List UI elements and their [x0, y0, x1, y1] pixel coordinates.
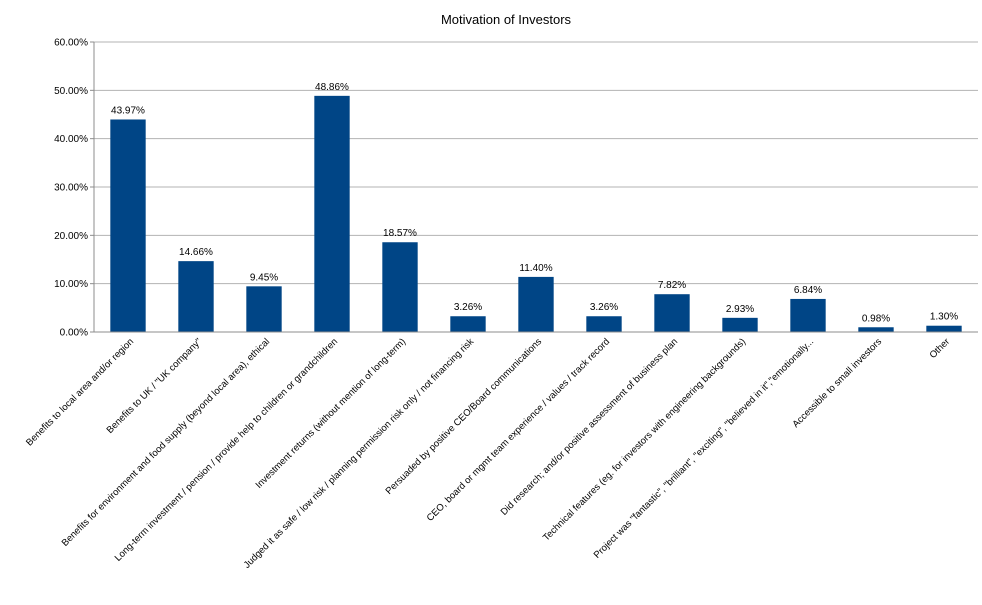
- bar: [858, 327, 894, 332]
- data-label: 48.86%: [315, 82, 349, 93]
- y-tick-label: 10.00%: [54, 279, 88, 290]
- bar: [722, 317, 758, 332]
- bar: [382, 242, 418, 332]
- y-axis-tick-labels: 0.00% 10.00% 20.00% 30.00% 40.00% 50.00% 60.00…: [54, 38, 88, 339]
- category-label: Persuaded by positive CEO/Board communic…: [384, 336, 545, 497]
- y-tick-label: 20.00%: [54, 231, 88, 242]
- y-tick-label: 0.00%: [60, 328, 88, 339]
- data-label: 9.45%: [250, 272, 278, 283]
- data-label: 18.57%: [383, 228, 417, 239]
- category-label: Investment returns (without mention of l…: [254, 336, 409, 491]
- category-label: Judged it as safe / low risk / planning …: [242, 336, 477, 571]
- axes: [90, 41, 978, 333]
- category-labels: Benefits to local area and/or regionBene…: [24, 336, 952, 571]
- data-label: 2.93%: [726, 304, 754, 315]
- category-label: Benefits to local area and/or region: [24, 336, 136, 448]
- bar: [110, 119, 146, 332]
- bar: [926, 325, 962, 332]
- chart-title: Motivation of Investors: [441, 12, 572, 27]
- y-tick-label: 60.00%: [54, 38, 88, 49]
- data-labels: 43.97% 14.66% 9.45% 48.86% 18.57% 3.26% 11.40%…: [111, 82, 958, 324]
- category-label: Long-term investment / pension / provide…: [113, 336, 340, 563]
- bar: [586, 316, 622, 332]
- category-label: Project was "fantastic", "brilliant", "e…: [592, 336, 816, 560]
- bar: [450, 316, 486, 332]
- gridlines: [94, 41, 978, 285]
- data-label: 7.82%: [658, 280, 686, 291]
- data-label: 1.30%: [930, 312, 958, 323]
- category-label: Other: [928, 336, 953, 361]
- bar: [518, 276, 554, 332]
- bars: [110, 95, 962, 333]
- data-label: 11.40%: [519, 263, 552, 274]
- y-tick-label: 30.00%: [54, 183, 88, 194]
- data-label: 3.26%: [590, 302, 618, 313]
- data-label: 43.97%: [111, 105, 145, 116]
- bar: [178, 261, 214, 332]
- bar: [790, 298, 826, 332]
- y-tick-label: 40.00%: [54, 134, 88, 145]
- bar: [246, 286, 282, 332]
- y-tick-label: 50.00%: [54, 86, 88, 97]
- data-label: 0.98%: [862, 313, 890, 324]
- bar: [654, 294, 690, 332]
- data-label: 3.26%: [454, 302, 482, 313]
- data-label: 6.84%: [794, 285, 822, 296]
- bar: [314, 95, 350, 333]
- data-label: 14.66%: [179, 247, 213, 258]
